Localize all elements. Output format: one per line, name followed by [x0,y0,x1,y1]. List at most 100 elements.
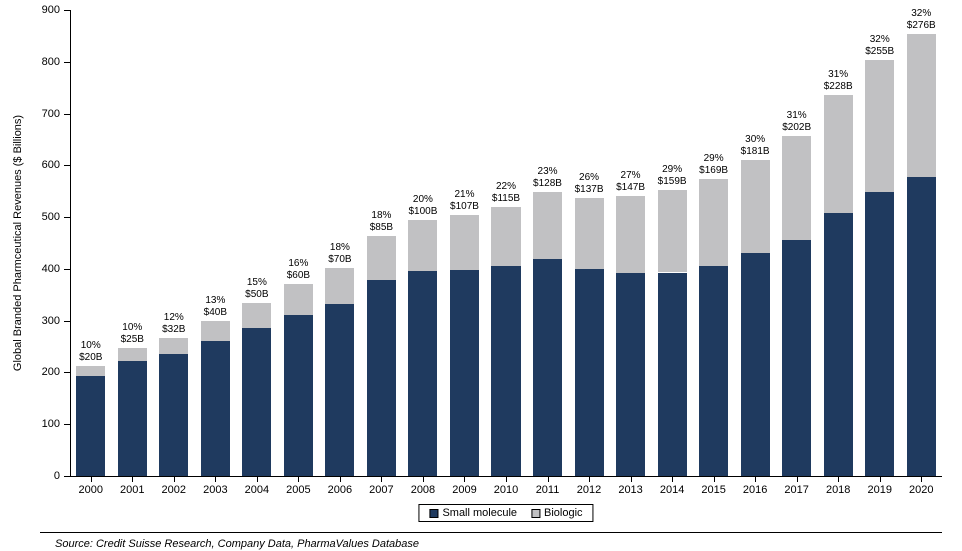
bar-top-dollar-label: $169B [699,165,728,176]
legend-label: Small molecule [442,507,517,519]
bar-top-dollar-label: $181B [741,146,770,157]
bar-biologic [907,34,936,177]
y-tick [64,424,70,425]
x-tick [91,476,92,482]
y-tick [64,62,70,63]
bar-small-molecule [367,280,396,476]
x-tick-label: 2009 [452,484,476,496]
x-tick-label: 2015 [701,484,725,496]
x-tick [880,476,881,482]
x-tick [381,476,382,482]
bar-biologic [76,366,105,376]
x-tick-label: 2001 [120,484,144,496]
bar-small-molecule [616,273,645,476]
bar-top-dollar-label: $159B [658,176,687,187]
bar-top-dollar-label: $100B [408,206,437,217]
x-tick [589,476,590,482]
x-tick-label: 2016 [743,484,767,496]
x-tick [174,476,175,482]
bar-small-molecule [284,315,313,476]
bar-biologic [118,348,147,361]
x-tick-label: 2019 [867,484,891,496]
x-tick [672,476,673,482]
footer-divider [40,532,942,533]
y-tick-label: 0 [0,470,60,482]
bar-top-percent-label: 10% [122,322,142,333]
bar-small-molecule [242,328,271,476]
bar-small-molecule [450,270,479,476]
bar-small-molecule [865,192,894,476]
bar-top-dollar-label: $85B [370,222,393,233]
bar-small-molecule [699,266,728,476]
x-tick-label: 2012 [577,484,601,496]
x-tick-label: 2004 [245,484,269,496]
bar-small-molecule [741,253,770,476]
x-tick-label: 2020 [909,484,933,496]
legend-swatch [429,509,438,518]
bar-biologic [159,338,188,355]
bar-top-dollar-label: $202B [782,122,811,133]
y-tick [64,217,70,218]
x-tick [506,476,507,482]
bar-top-dollar-label: $70B [328,254,351,265]
bar-biologic [284,284,313,315]
x-tick-label: 2018 [826,484,850,496]
bar-top-percent-label: 31% [828,69,848,80]
bar-biologic [782,136,811,241]
y-tick [64,372,70,373]
legend: Small molecule Biologic [418,504,593,522]
y-tick-label: 700 [0,108,60,120]
x-tick [921,476,922,482]
y-tick-label: 900 [0,4,60,16]
legend-swatch [531,509,540,518]
bar-small-molecule [325,304,354,476]
x-tick [215,476,216,482]
x-tick-label: 2014 [660,484,684,496]
x-tick-label: 2008 [411,484,435,496]
bar-top-percent-label: 23% [538,166,558,177]
bar-biologic [367,236,396,280]
bar-biologic [201,321,230,342]
bar-top-dollar-label: $147B [616,182,645,193]
x-tick [340,476,341,482]
legend-item: Biologic [531,507,583,519]
bar-top-dollar-label: $137B [575,184,604,195]
y-tick-label: 600 [0,159,60,171]
x-tick [132,476,133,482]
bar-top-dollar-label: $228B [824,81,853,92]
x-tick [548,476,549,482]
bar-top-dollar-label: $32B [162,324,185,335]
bar-small-molecule [491,266,520,476]
bar-top-percent-label: 29% [704,153,724,164]
x-tick-label: 2003 [203,484,227,496]
bar-top-dollar-label: $50B [245,289,268,300]
bar-biologic [658,190,687,272]
y-tick [64,269,70,270]
bar-top-percent-label: 16% [288,258,308,269]
bar-top-percent-label: 10% [81,340,101,351]
bar-top-percent-label: 29% [662,164,682,175]
x-tick [755,476,756,482]
y-tick [64,10,70,11]
bar-top-percent-label: 13% [205,295,225,306]
bar-top-percent-label: 30% [745,134,765,145]
bar-top-percent-label: 18% [330,242,350,253]
bar-small-molecule [201,341,230,476]
x-tick-label: 2007 [369,484,393,496]
x-tick [714,476,715,482]
x-tick [423,476,424,482]
pharma-revenue-stacked-bar-chart: 0100200300400500600700800900Global Brand… [0,0,962,551]
bar-top-percent-label: 15% [247,277,267,288]
bar-top-percent-label: 18% [371,210,391,221]
bar-biologic [575,198,604,269]
bar-biologic [699,179,728,267]
bar-top-percent-label: 26% [579,172,599,183]
bar-biologic [865,60,894,192]
x-tick [838,476,839,482]
x-tick-label: 2000 [79,484,103,496]
y-tick-label: 300 [0,315,60,327]
x-tick-label: 2006 [328,484,352,496]
source-note: Source: Credit Suisse Research, Company … [55,538,419,550]
bar-small-molecule [782,240,811,476]
bar-top-percent-label: 32% [911,8,931,19]
